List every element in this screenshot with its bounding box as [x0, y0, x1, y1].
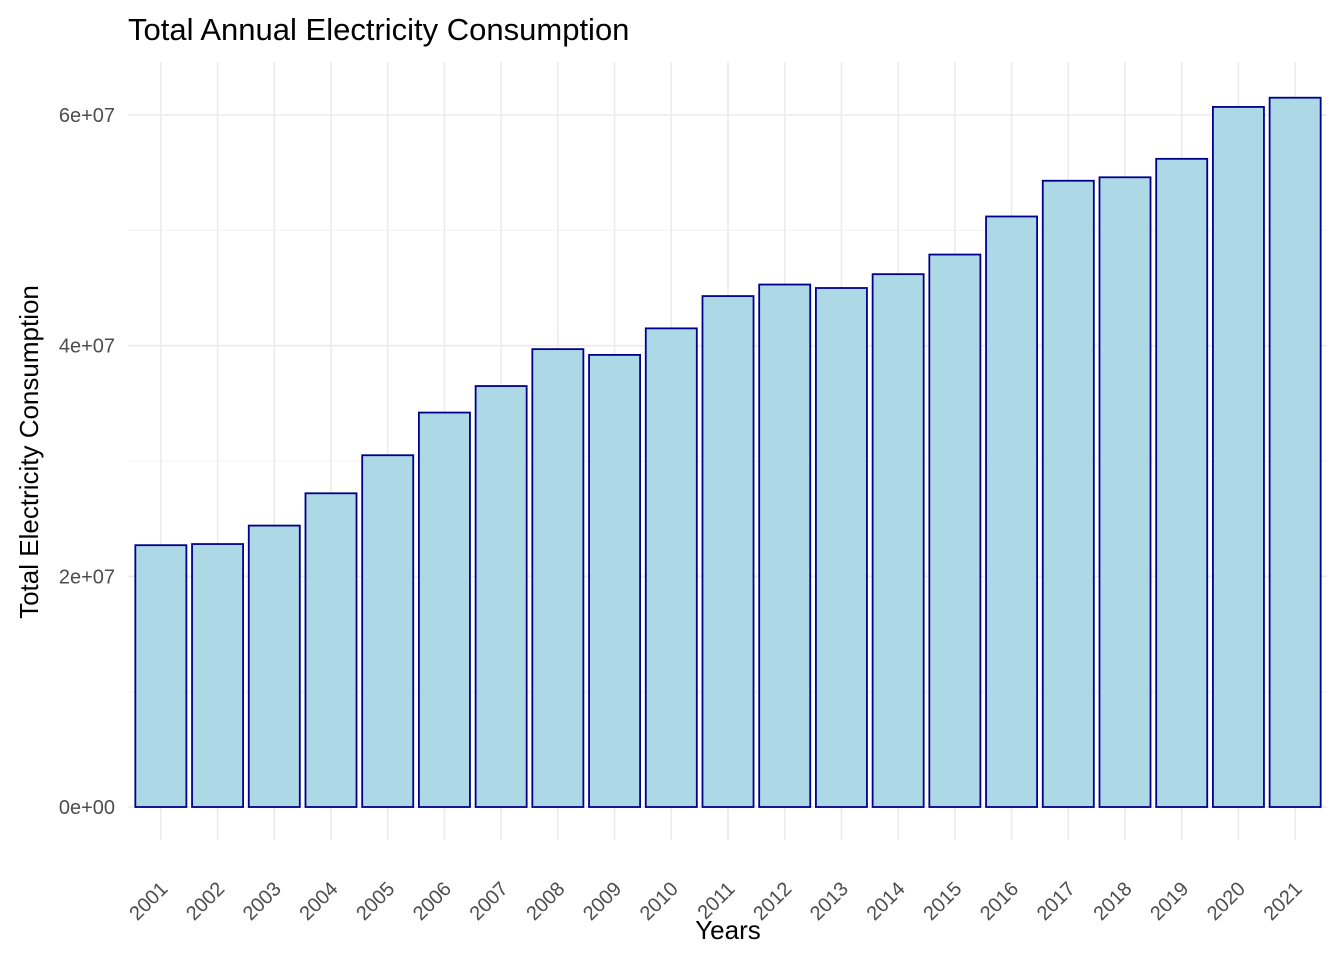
bar-2021: [1268, 96, 1322, 808]
bar-2006: [418, 411, 471, 808]
bar-2009: [588, 353, 641, 808]
x-tick-label: 2018: [1090, 878, 1137, 925]
bar-2002: [191, 543, 244, 808]
x-tick-label: 2005: [352, 878, 399, 925]
y-tick-labels: 0e+00 2e+07 4e+07 6e+07: [59, 105, 115, 819]
bar-2014: [871, 273, 925, 808]
x-tick-label: 2020: [1203, 878, 1250, 925]
x-tick-label: 2001: [125, 878, 172, 925]
bar-2007: [474, 385, 528, 808]
x-tick-label: 2006: [409, 878, 456, 925]
bar-2015: [928, 253, 982, 808]
bar-2003: [247, 524, 301, 808]
bar-2017: [1041, 179, 1095, 808]
bar-2012: [758, 283, 812, 808]
bar-2004: [304, 492, 358, 808]
x-tick-label: 2021: [1260, 878, 1307, 925]
bar-2020: [1212, 106, 1265, 808]
x-tick-label: 2017: [1033, 878, 1080, 925]
x-axis-title: Years: [695, 915, 761, 945]
bar-2008: [531, 348, 585, 808]
bar-2011: [701, 295, 755, 808]
bar-2016: [985, 215, 1038, 808]
x-tick-label: 2007: [466, 878, 513, 925]
y-tick-label: 0e+00: [59, 797, 115, 819]
bar-2005: [361, 454, 415, 808]
y-tick-label: 6e+07: [59, 105, 115, 127]
x-tick-label: 2016: [976, 878, 1023, 925]
x-tick-label: 2002: [182, 878, 229, 925]
x-tick-label: 2015: [919, 878, 966, 925]
x-tick-label: 2004: [296, 878, 343, 925]
x-tick-label: 2014: [863, 878, 910, 925]
bar-2018: [1098, 176, 1152, 808]
bar-2019: [1155, 157, 1209, 808]
chart-title: Total Annual Electricity Consumption: [128, 12, 629, 47]
bar-2010: [644, 327, 698, 808]
x-tick-label: 2009: [579, 878, 626, 925]
x-tick-label: 2010: [636, 878, 683, 925]
bar-2013: [815, 287, 868, 808]
x-tick-label: 2019: [1146, 878, 1193, 925]
x-tick-label: 2013: [806, 878, 853, 925]
x-tick-label: 2008: [522, 878, 569, 925]
y-axis-title: Total Electricity Consumption: [14, 285, 44, 619]
bar-2001: [134, 544, 188, 808]
bars: [134, 96, 1322, 808]
y-tick-label: 2e+07: [59, 566, 115, 588]
x-tick-label: 2003: [239, 878, 286, 925]
y-tick-label: 4e+07: [59, 336, 115, 358]
